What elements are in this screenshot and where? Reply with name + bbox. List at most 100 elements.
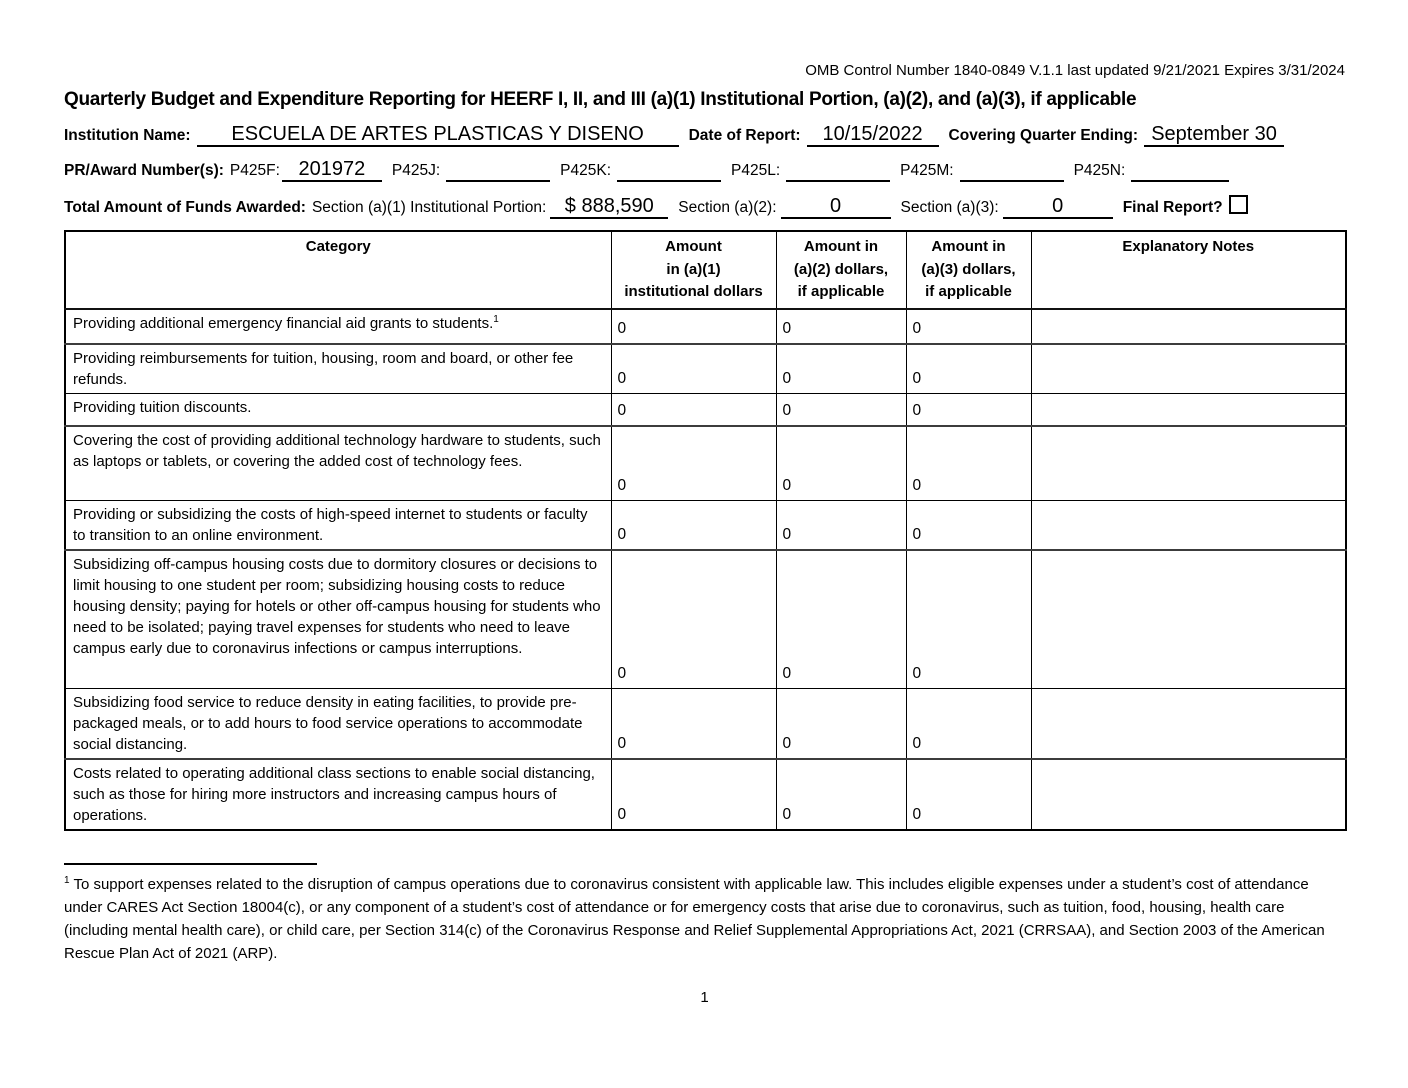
amount-a2-cell[interactable]: 0 — [775, 499, 907, 550]
category-cell: Providing reimbursements for tuition, ho… — [64, 342, 612, 394]
institution-name-value: ESCUELA DE ARTES PLASTICAS Y DISENO — [231, 123, 644, 145]
category-cell: Costs related to operating additional cl… — [64, 758, 612, 831]
category-cell: Subsidizing food service to reduce densi… — [64, 688, 612, 760]
section-a3-field[interactable]: 0 — [1002, 195, 1113, 219]
section-a2-label: Section (a)(2): — [678, 199, 777, 216]
section-a1-value: $ 888,590 — [564, 195, 654, 217]
amount-a3-cell[interactable]: 0 — [905, 308, 1032, 344]
table-header-row: Category Amount in (a)(1) institutional … — [64, 230, 1347, 310]
amount-a1-cell[interactable]: 0 — [610, 688, 777, 760]
covering-quarter-value: September 30 — [1151, 123, 1277, 145]
date-of-report-label: Date of Report: — [688, 127, 801, 144]
category-cell: Covering the cost of providing additiona… — [64, 425, 612, 501]
covering-quarter-label: Covering Quarter Ending: — [948, 127, 1139, 144]
amount-a2-cell[interactable]: 0 — [775, 308, 907, 344]
final-report-label: Final Report? — [1122, 199, 1223, 216]
amount-a2-cell[interactable]: 0 — [775, 548, 907, 689]
p425f-field[interactable]: 201972 — [281, 158, 382, 182]
notes-cell[interactable] — [1030, 499, 1347, 550]
notes-cell[interactable] — [1030, 392, 1347, 427]
p425f-label: P425F: — [229, 162, 280, 179]
amount-a3-cell[interactable]: 0 — [905, 688, 1032, 760]
award-number-line: PR/Award Number(s): P425F: 201972 P425J:… — [64, 158, 1345, 182]
institution-line: Institution Name: ESCUELA DE ARTES PLAST… — [64, 123, 1345, 147]
p425l-field[interactable] — [786, 162, 891, 182]
covering-quarter-field[interactable]: September 30 — [1144, 123, 1285, 147]
section-a2-value: 0 — [829, 195, 842, 217]
amount-a2-cell[interactable]: 0 — [775, 342, 907, 394]
footnote-text: 1 To support expenses related to the dis… — [64, 875, 1325, 963]
table-row: Subsidizing off-campus housing costs due… — [64, 548, 1347, 689]
institution-name-label: Institution Name: — [64, 127, 191, 144]
amount-a2-cell[interactable]: 0 — [775, 758, 907, 831]
amount-a1-cell[interactable]: 0 — [610, 499, 777, 550]
header-explanatory-notes: Explanatory Notes — [1030, 230, 1347, 310]
omb-control-line: OMB Control Number 1840-0849 V.1.1 last … — [805, 62, 1345, 79]
p425f-value: 201972 — [298, 158, 366, 180]
p425j-label: P425J: — [391, 162, 441, 179]
table-row: Providing additional emergency financial… — [64, 308, 1347, 344]
table-row: Subsidizing food service to reduce densi… — [64, 688, 1347, 760]
amount-a3-cell[interactable]: 0 — [905, 392, 1032, 427]
amount-a1-cell[interactable]: 0 — [610, 758, 777, 831]
category-cell: Providing or subsidizing the costs of hi… — [64, 499, 612, 550]
amount-a3-cell[interactable]: 0 — [905, 342, 1032, 394]
p425k-field[interactable] — [617, 162, 722, 182]
notes-cell[interactable] — [1030, 308, 1347, 344]
table-row: Providing tuition discounts. 0 0 0 — [64, 392, 1347, 427]
p425m-label: P425M: — [900, 162, 954, 179]
award-number-label: PR/Award Number(s): — [64, 162, 224, 179]
category-cell: Providing tuition discounts. — [64, 392, 612, 427]
notes-cell[interactable] — [1030, 548, 1347, 689]
footnote-marker: 1 — [493, 313, 499, 325]
amount-a2-cell[interactable]: 0 — [775, 688, 907, 760]
header-amount-a1: Amount in (a)(1) institutional dollars — [610, 230, 777, 310]
date-of-report-field[interactable]: 10/15/2022 — [806, 123, 939, 147]
notes-cell[interactable] — [1030, 425, 1347, 501]
header-amount-a2: Amount in (a)(2) dollars, if applicable — [775, 230, 907, 310]
amount-a1-cell[interactable]: 0 — [610, 342, 777, 394]
table-row: Providing reimbursements for tuition, ho… — [64, 342, 1347, 394]
amount-a3-cell[interactable]: 0 — [905, 425, 1032, 501]
amount-a2-cell[interactable]: 0 — [775, 425, 907, 501]
amount-a1-cell[interactable]: 0 — [610, 425, 777, 501]
date-of-report-value: 10/15/2022 — [822, 123, 923, 145]
p425m-field[interactable] — [959, 162, 1064, 182]
amount-a3-cell[interactable]: 0 — [905, 548, 1032, 689]
footnote-divider — [64, 863, 317, 865]
amount-a3-cell[interactable]: 0 — [905, 758, 1032, 831]
institution-name-field[interactable]: ESCUELA DE ARTES PLASTICAS Y DISENO — [196, 123, 679, 147]
form-title: Quarterly Budget and Expenditure Reporti… — [64, 89, 1137, 110]
budget-table: Category Amount in (a)(1) institutional … — [64, 230, 1347, 831]
category-cell: Subsidizing off-campus housing costs due… — [64, 548, 612, 689]
footnote-superscript: 1 — [64, 875, 70, 886]
notes-cell[interactable] — [1030, 342, 1347, 394]
section-a1-field[interactable]: $ 888,590 — [550, 195, 669, 219]
total-funds-label: Total Amount of Funds Awarded: — [64, 199, 306, 216]
total-funds-line: Total Amount of Funds Awarded: Section (… — [64, 193, 1345, 219]
amount-a1-cell[interactable]: 0 — [610, 308, 777, 344]
amount-a1-cell[interactable]: 0 — [610, 392, 777, 427]
page-number: 1 — [700, 989, 709, 1007]
section-a1-label: Section (a)(1) Institutional Portion: — [311, 199, 547, 216]
amount-a2-cell[interactable]: 0 — [775, 392, 907, 427]
section-a2-field[interactable]: 0 — [780, 195, 891, 219]
header-amount-a3: Amount in (a)(3) dollars, if applicable — [905, 230, 1032, 310]
p425l-label: P425L: — [731, 162, 781, 179]
section-a3-label: Section (a)(3): — [900, 199, 999, 216]
p425n-field[interactable] — [1131, 162, 1230, 182]
notes-cell[interactable] — [1030, 758, 1347, 831]
table-row: Covering the cost of providing additiona… — [64, 425, 1347, 501]
notes-cell[interactable] — [1030, 688, 1347, 760]
category-cell: Providing additional emergency financial… — [64, 308, 612, 344]
section-a3-value: 0 — [1052, 195, 1064, 217]
final-report-checkbox[interactable] — [1228, 195, 1248, 214]
p425j-field[interactable] — [446, 162, 551, 182]
p425k-label: P425K: — [560, 162, 612, 179]
table-row: Costs related to operating additional cl… — [64, 758, 1347, 831]
amount-a1-cell[interactable]: 0 — [610, 548, 777, 689]
table-row: Providing or subsidizing the costs of hi… — [64, 499, 1347, 550]
header-category: Category — [64, 230, 612, 310]
amount-a3-cell[interactable]: 0 — [905, 499, 1032, 550]
